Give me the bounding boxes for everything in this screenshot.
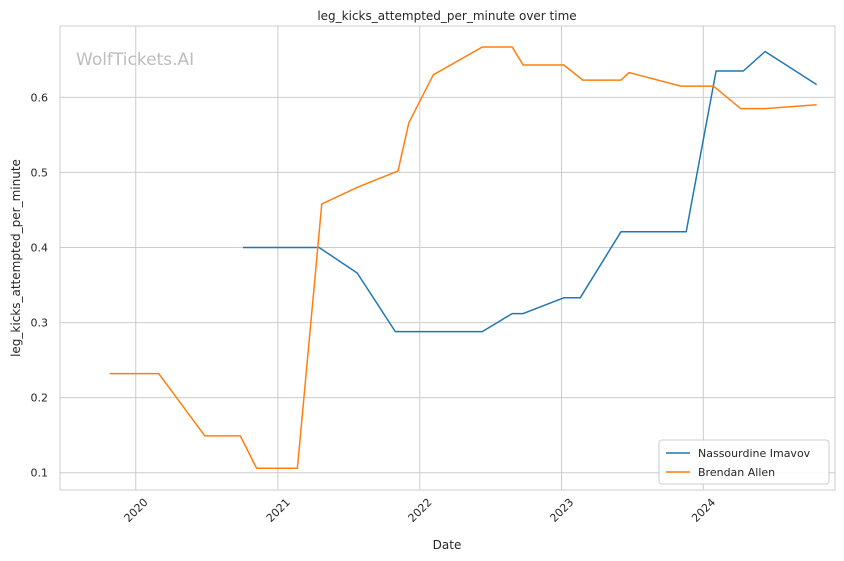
series-line-brendan-allen: [109, 46, 817, 469]
y-tick-label: 0.5: [31, 166, 49, 179]
legend-label-brendan-allen: Brendan Allen: [698, 466, 775, 479]
y-tick-label: 0.3: [31, 317, 49, 330]
y-tick-label: 0.6: [31, 91, 49, 104]
y-tick-label: 0.2: [31, 392, 49, 405]
plot-frame: [59, 25, 836, 491]
y-tick-label: 0.1: [31, 467, 49, 480]
y-axis: 0.1 0.2 0.3 0.4 0.5 0.6: [31, 91, 49, 479]
y-axis-title: leg_kicks_attempted_per_minute: [9, 159, 23, 357]
legend-label-nassourdine-imavov: Nassourdine Imavov: [698, 447, 811, 460]
watermark: WolfTickets.AI: [76, 50, 194, 70]
legend-box: [658, 439, 830, 485]
y-tick-label: 0.4: [31, 241, 49, 254]
grid: [60, 26, 835, 490]
series-line-nassourdine-imavov: [243, 50, 818, 333]
chart-title: leg_kicks_attempted_per_minute over time: [317, 9, 576, 23]
x-axis-title: Date: [433, 538, 462, 552]
legend: Nassourdine Imavov Brendan Allen: [658, 439, 830, 485]
series-layer: [109, 46, 818, 469]
